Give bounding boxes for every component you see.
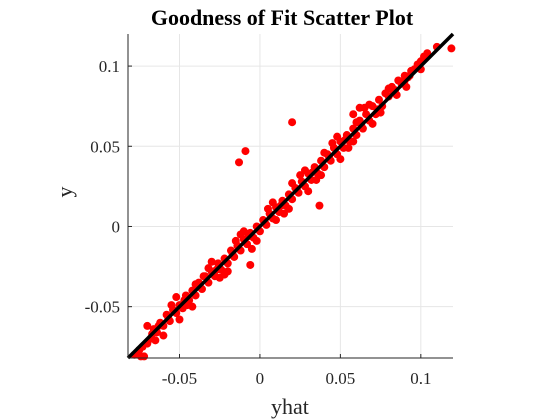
data-point — [365, 100, 374, 109]
data-point — [349, 110, 358, 119]
data-point — [236, 230, 245, 239]
data-point — [374, 95, 383, 104]
data-point — [204, 264, 213, 273]
data-point — [300, 166, 309, 175]
data-point — [172, 293, 181, 302]
data-point — [336, 155, 345, 164]
data-point — [231, 236, 240, 245]
data-point — [315, 201, 324, 210]
data-point — [272, 216, 281, 225]
data-point — [241, 147, 250, 156]
y-tick-label: -0.05 — [85, 298, 120, 317]
data-point — [355, 103, 364, 112]
chart-title: Goodness of Fit Scatter Plot — [151, 5, 414, 30]
y-tick-label: 0.1 — [99, 57, 120, 76]
data-point — [288, 118, 297, 127]
data-point — [304, 187, 313, 196]
data-point — [188, 302, 197, 311]
y-axis-label: y — [52, 187, 77, 198]
data-point — [263, 204, 272, 213]
data-point — [288, 179, 297, 188]
x-axis-ticks: -0.05 0 0.05 0.1 — [162, 354, 431, 388]
data-point — [167, 301, 176, 310]
data-point — [368, 119, 377, 128]
x-tick-label: -0.05 — [162, 369, 197, 388]
reference-line — [126, 32, 455, 360]
data-point — [268, 198, 277, 207]
data-point — [220, 270, 229, 279]
data-point — [207, 257, 216, 266]
data-point — [317, 171, 326, 180]
data-point — [284, 204, 293, 213]
y-tick-label: 0 — [112, 217, 121, 236]
x-axis-label: yhat — [271, 394, 309, 419]
data-point — [344, 143, 353, 152]
y-axis-ticks: -0.05 0 0.05 0.1 — [85, 57, 132, 317]
data-point — [447, 44, 456, 53]
data-point — [252, 236, 261, 245]
x-tick-label: 0 — [256, 369, 265, 388]
data-point — [247, 244, 256, 253]
data-point — [175, 315, 184, 324]
data-point — [349, 137, 358, 146]
data-point — [333, 132, 342, 141]
data-point — [143, 321, 152, 330]
data-point — [159, 331, 168, 340]
data-point — [246, 260, 255, 269]
y-tick-label: 0.05 — [90, 137, 120, 156]
data-point — [235, 158, 244, 167]
data-point — [151, 336, 160, 345]
data-point — [140, 352, 149, 361]
x-tick-label: 0.1 — [410, 369, 431, 388]
data-point — [328, 139, 337, 148]
x-tick-label: 0.05 — [326, 369, 356, 388]
